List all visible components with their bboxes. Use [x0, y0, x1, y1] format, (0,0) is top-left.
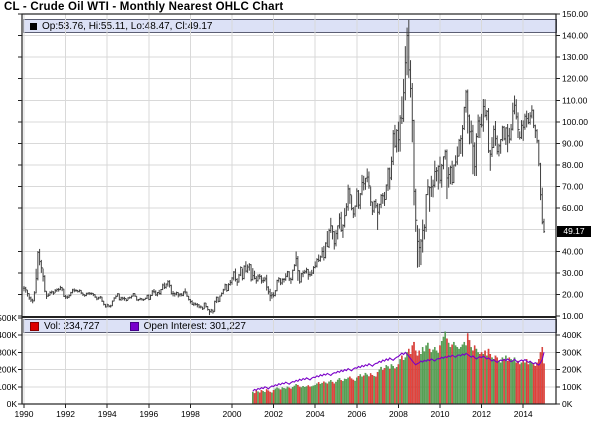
svg-text:80.00: 80.00 [562, 160, 584, 170]
svg-text:300K: 300K [0, 347, 17, 357]
svg-text:300K: 300K [562, 347, 582, 357]
svg-text:20.00: 20.00 [562, 289, 584, 299]
svg-text:2006: 2006 [347, 409, 366, 419]
svg-text:110.00: 110.00 [562, 95, 588, 105]
ohlc-legend-marker-icon [30, 22, 37, 30]
svg-text:2004: 2004 [306, 409, 325, 419]
svg-text:1996: 1996 [139, 409, 158, 419]
last-price-tag: 49.17 [557, 226, 591, 237]
svg-text:2000: 2000 [223, 409, 242, 419]
open-interest-legend-text: Open Interest: 301,227 [143, 320, 246, 332]
svg-text:70.00: 70.00 [562, 182, 584, 192]
svg-text:0K: 0K [562, 399, 573, 409]
svg-text:2008: 2008 [389, 409, 408, 419]
svg-text:100.00: 100.00 [562, 117, 588, 127]
open-interest-legend-marker-icon [129, 321, 139, 331]
svg-text:100K: 100K [0, 382, 17, 392]
svg-text:30.00: 30.00 [562, 268, 584, 278]
svg-text:2010: 2010 [431, 409, 450, 419]
svg-text:140.00: 140.00 [562, 31, 588, 41]
svg-text:60.00: 60.00 [562, 203, 584, 213]
svg-text:40.00: 40.00 [562, 246, 584, 256]
volume-legend-text: Vol: 234,727 [44, 320, 100, 332]
svg-text:200K: 200K [562, 365, 582, 375]
price-legend-text: Op:53.76, Hi:55.11, Lo:48.47, Cl:49.17 [42, 20, 213, 32]
svg-text:2014: 2014 [514, 409, 533, 419]
volume-legend: Vol: 234,727 Open Interest: 301,227 [23, 319, 557, 333]
svg-text:0K: 0K [7, 399, 18, 409]
svg-text:1990: 1990 [15, 409, 34, 419]
svg-text:150.00: 150.00 [562, 9, 588, 19]
svg-text:400K: 400K [0, 330, 17, 340]
svg-text:10.00: 10.00 [562, 311, 584, 321]
svg-text:1992: 1992 [56, 409, 75, 419]
svg-text:1998: 1998 [181, 409, 200, 419]
svg-text:200K: 200K [0, 365, 17, 375]
chart-title: CL - Crude Oil WTI - Monthly Nearest OHL… [4, 1, 284, 13]
svg-text:90.00: 90.00 [562, 138, 584, 148]
svg-text:1994: 1994 [98, 409, 117, 419]
volume-legend-marker-icon [30, 321, 39, 331]
svg-text:130.00: 130.00 [562, 52, 588, 62]
svg-text:120.00: 120.00 [562, 74, 588, 84]
svg-text:2012: 2012 [472, 409, 491, 419]
svg-text:100K: 100K [562, 382, 582, 392]
svg-text:2002: 2002 [264, 409, 283, 419]
svg-text:500K: 500K [0, 313, 17, 323]
svg-text:400K: 400K [562, 330, 582, 340]
